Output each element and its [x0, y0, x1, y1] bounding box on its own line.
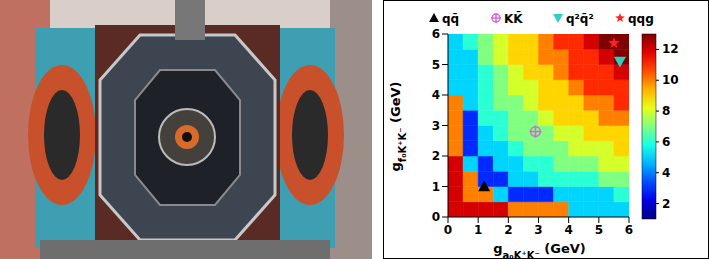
svg-text:1: 1	[432, 180, 440, 194]
svg-text:4: 4	[564, 223, 572, 237]
svg-text:5: 5	[595, 223, 603, 237]
svg-text:0: 0	[444, 223, 452, 237]
svg-text:8: 8	[662, 104, 670, 118]
svg-text:6: 6	[662, 135, 670, 149]
svg-text:10: 10	[662, 73, 679, 87]
svg-text:2: 2	[662, 197, 670, 211]
svg-text:5: 5	[432, 58, 440, 72]
svg-text:3: 3	[432, 119, 440, 133]
svg-text:qqg: qqg	[628, 12, 654, 26]
svg-text:q²q̄²: q²q̄²	[566, 12, 594, 26]
svg-text:4: 4	[662, 166, 670, 180]
svg-text:1: 1	[474, 223, 482, 237]
svg-text:KK̄: KK̄	[504, 11, 523, 26]
svg-text:6: 6	[432, 27, 440, 41]
svg-text:12: 12	[662, 42, 679, 56]
svg-text:qq̄: qq̄	[442, 12, 459, 26]
svg-text:ga₀K⁺K⁻ (GeV): ga₀K⁺K⁻ (GeV)	[493, 241, 585, 258]
svg-text:3: 3	[534, 223, 542, 237]
svg-text:gf₀K⁺K⁻ (GeV): gf₀K⁺K⁻ (GeV)	[388, 81, 408, 171]
svg-text:6: 6	[625, 223, 633, 237]
svg-text:2: 2	[432, 149, 440, 163]
svg-text:0: 0	[432, 210, 440, 224]
svg-text:4: 4	[432, 88, 440, 102]
svg-text:2: 2	[504, 223, 512, 237]
